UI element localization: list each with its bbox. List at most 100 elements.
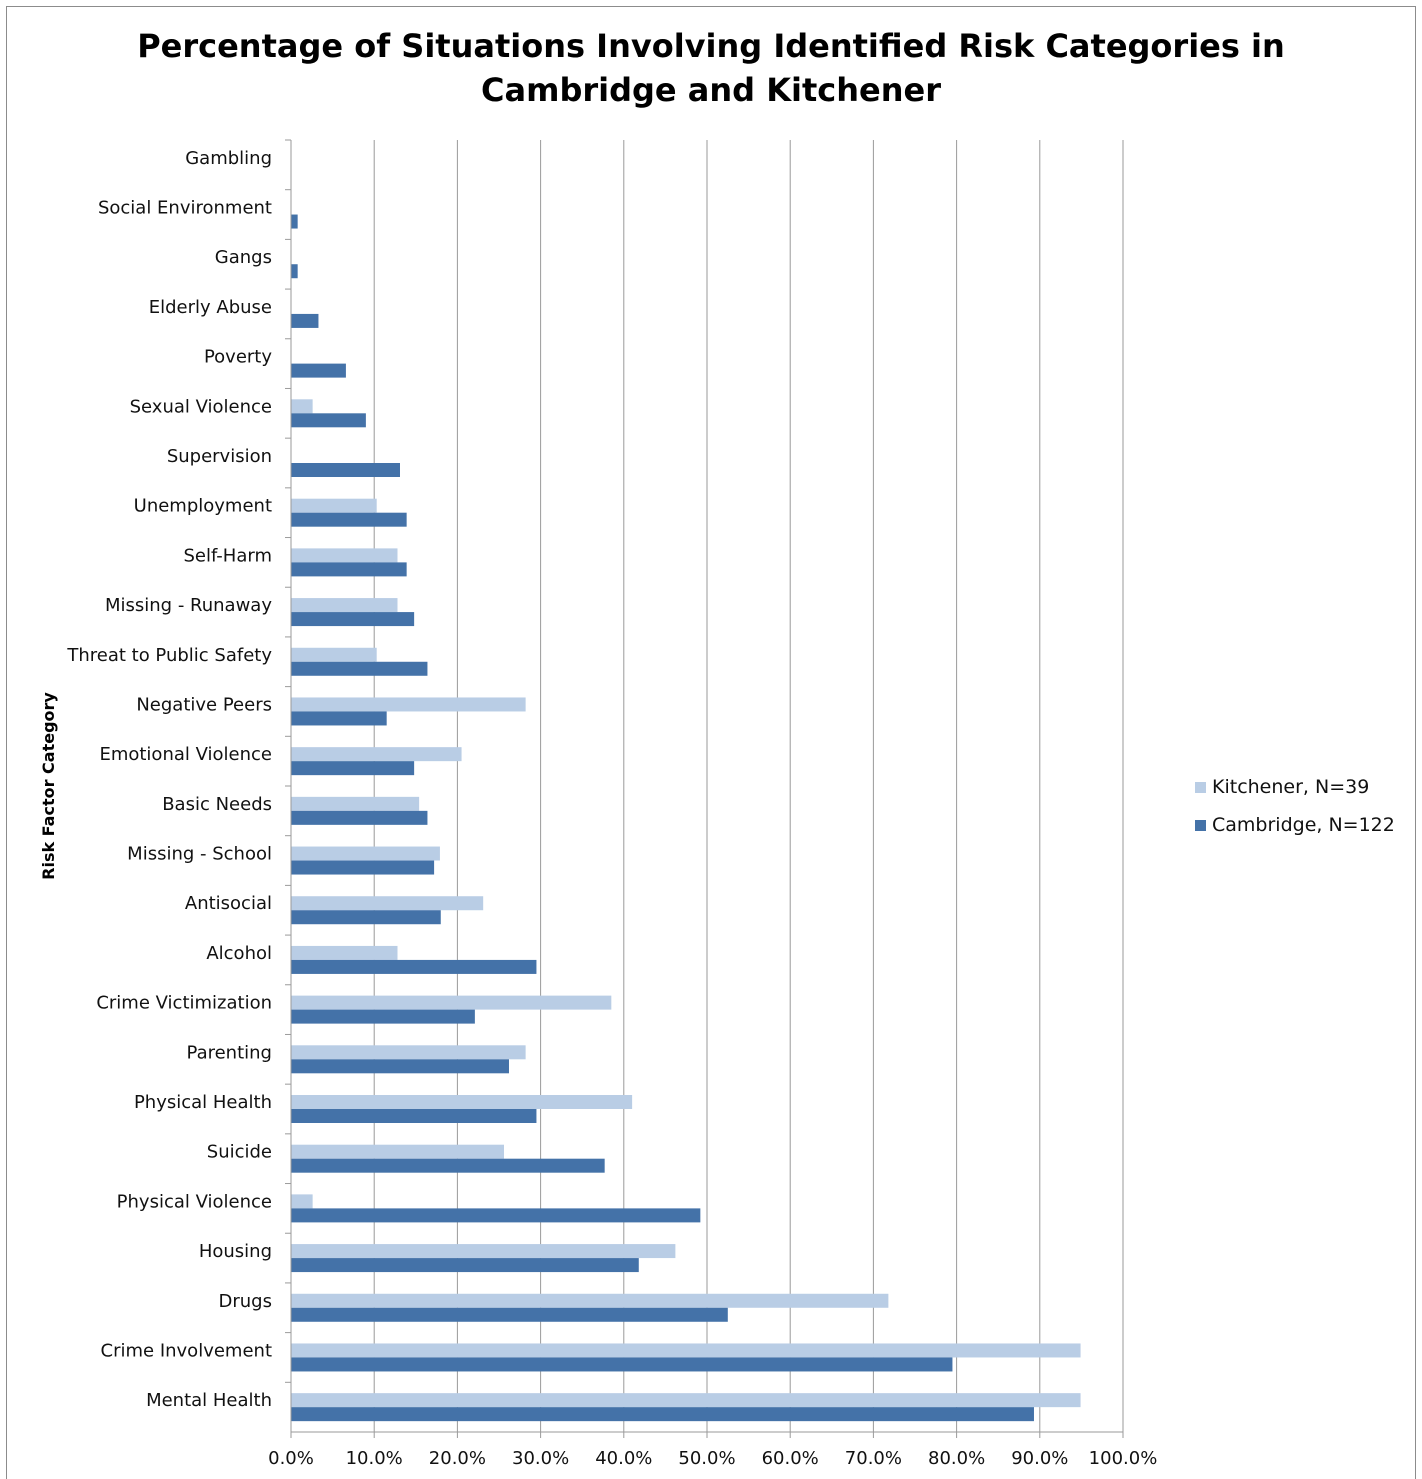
- bar-cambridge: [291, 1258, 639, 1273]
- x-tick-label: 90.0%: [1011, 1448, 1068, 1469]
- category-label: Physical Violence: [117, 1191, 272, 1212]
- bar-cambridge: [291, 1407, 1034, 1422]
- chart-title: Percentage of Situations Involving Ident…: [0, 24, 1422, 112]
- legend-swatch-cambridge: [1195, 819, 1206, 831]
- category-label: Drugs: [219, 1291, 272, 1312]
- x-tick-label: 40.0%: [595, 1448, 652, 1469]
- bar-cambridge: [291, 512, 407, 527]
- bar-cambridge: [291, 562, 407, 577]
- chart-frame: [6, 6, 1416, 1479]
- bar-cambridge: [291, 413, 366, 428]
- bar-kitchener: [291, 1393, 1081, 1408]
- bar-cambridge: [291, 1059, 509, 1074]
- bar-kitchener: [291, 1343, 1081, 1358]
- bar-kitchener: [291, 498, 377, 513]
- category-label: Physical Health: [134, 1092, 272, 1113]
- category-label: Suicide: [207, 1142, 272, 1163]
- x-tick-label: 30.0%: [512, 1448, 569, 1469]
- bar-cambridge: [291, 1208, 701, 1223]
- category-label: Gambling: [185, 148, 272, 169]
- bar-kitchener: [291, 548, 398, 563]
- bar-cambridge: [291, 264, 298, 279]
- legend-label-cambridge: Cambridge, N=122: [1212, 814, 1395, 836]
- category-label: Negative Peers: [136, 694, 272, 715]
- y-axis-title: Risk Factor Category: [39, 692, 58, 880]
- axes: [285, 139, 1124, 1438]
- bar-cambridge: [291, 1307, 728, 1322]
- category-label: Parenting: [187, 1042, 272, 1063]
- bar-kitchener: [291, 1144, 504, 1159]
- bar-cambridge: [291, 363, 346, 378]
- bar-cambridge: [291, 959, 537, 974]
- legend-item-kitchener: Kitchener, N=39: [1195, 768, 1395, 806]
- bar-kitchener: [291, 1244, 676, 1259]
- x-tick-label: 20.0%: [429, 1448, 486, 1469]
- bar-cambridge: [291, 612, 415, 627]
- category-label: Missing - Runaway: [105, 595, 272, 616]
- bar-cambridge: [291, 313, 319, 328]
- bar-kitchener: [291, 1194, 313, 1209]
- category-label: Alcohol: [206, 943, 272, 964]
- category-label: Housing: [199, 1241, 272, 1262]
- x-tick-label: 100.0%: [1089, 1448, 1158, 1469]
- bar-cambridge: [291, 810, 428, 825]
- category-label: Supervision: [167, 446, 272, 467]
- category-label: Self-Harm: [183, 545, 272, 566]
- bar-kitchener: [291, 1045, 526, 1060]
- legend-label-kitchener: Kitchener, N=39: [1212, 776, 1370, 798]
- x-tick-labels: 0.0% 10.0% 20.0% 30.0% 40.0% 50.0% 60.0% 70.0% 8…: [268, 1448, 1157, 1469]
- bar-kitchener: [291, 697, 526, 712]
- bar-kitchener: [291, 1293, 889, 1308]
- chart-title-line-1: Percentage of Situations Involving Ident…: [137, 27, 1285, 65]
- category-label: Missing - School: [127, 844, 272, 865]
- bar-cambridge: [291, 860, 435, 875]
- bars: [291, 214, 1081, 1422]
- category-label: Elderly Abuse: [149, 297, 272, 318]
- category-label: Sexual Violence: [130, 396, 272, 417]
- bar-cambridge: [291, 661, 428, 676]
- category-label: Threat to Public Safety: [66, 645, 272, 666]
- bar-kitchener: [291, 846, 440, 861]
- bar-kitchener: [291, 399, 313, 414]
- category-label: Crime Victimization: [96, 993, 272, 1014]
- bar-cambridge: [291, 711, 387, 726]
- bar-cambridge: [291, 910, 441, 925]
- x-tick-label: 0.0%: [268, 1448, 314, 1469]
- bar-cambridge: [291, 1158, 605, 1173]
- legend-swatch-kitchener: [1195, 781, 1206, 793]
- x-tick-label: 60.0%: [762, 1448, 819, 1469]
- x-tick-label: 80.0%: [928, 1448, 985, 1469]
- category-label: Crime Involvement: [101, 1340, 272, 1361]
- bar-cambridge: [291, 1357, 953, 1372]
- bar-cambridge: [291, 1109, 537, 1123]
- category-label: Emotional Violence: [99, 744, 272, 765]
- category-label: Gangs: [215, 247, 272, 268]
- category-label: Mental Health: [146, 1390, 272, 1411]
- category-label: Unemployment: [134, 496, 272, 517]
- bar-cambridge: [291, 761, 415, 776]
- legend: Kitchener, N=39 Cambridge, N=122: [1195, 768, 1395, 844]
- category-label: Antisocial: [185, 893, 272, 914]
- x-tick-label: 70.0%: [845, 1448, 902, 1469]
- x-tick-label: 10.0%: [346, 1448, 403, 1469]
- chart-title-line-2: Cambridge and Kitchener: [481, 71, 941, 109]
- bar-kitchener: [291, 995, 612, 1010]
- bar-kitchener: [291, 896, 484, 911]
- bar-cambridge: [291, 463, 400, 477]
- bar-cambridge: [291, 1009, 475, 1024]
- bar-kitchener: [291, 747, 462, 762]
- bar-kitchener: [291, 945, 398, 960]
- category-label: Social Environment: [98, 198, 272, 219]
- x-tick-label: 50.0%: [678, 1448, 735, 1469]
- bar-kitchener: [291, 1095, 633, 1109]
- grid-lines: [373, 140, 1124, 1432]
- bar-kitchener: [291, 598, 398, 613]
- category-labels: Gambling Social Environment Gangs Elderly A…: [66, 148, 272, 1411]
- category-label: Poverty: [204, 347, 272, 368]
- bar-kitchener: [291, 647, 377, 662]
- bar-cambridge: [291, 214, 298, 229]
- category-label: Basic Needs: [162, 794, 272, 815]
- bar-kitchener: [291, 796, 420, 811]
- legend-item-cambridge: Cambridge, N=122: [1195, 806, 1395, 844]
